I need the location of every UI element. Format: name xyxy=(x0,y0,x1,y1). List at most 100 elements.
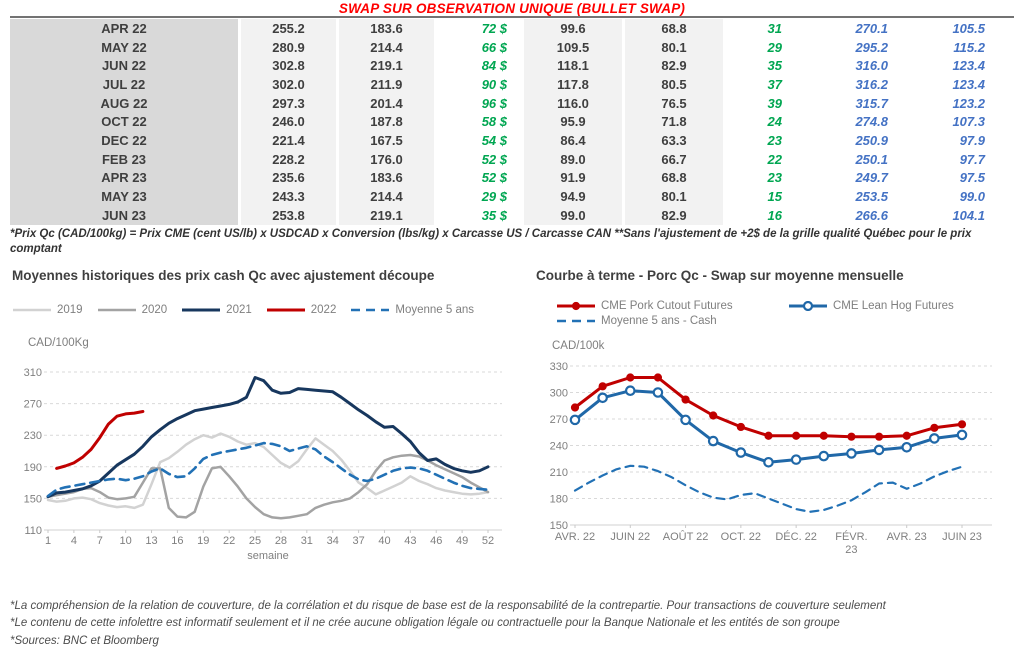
svg-text:AVR. 22: AVR. 22 xyxy=(555,531,595,543)
value-cell: 201.4 xyxy=(339,93,434,113)
table-footnote: *Prix Qc (CAD/100kg) = Prix CME (cent US… xyxy=(10,228,972,255)
value-cell: 274.8 xyxy=(855,114,888,130)
svg-text:49: 49 xyxy=(456,535,468,547)
value-cell: 167.5 xyxy=(339,131,434,150)
value-cell: 228.2 xyxy=(241,149,336,169)
svg-text:AOÛT 22: AOÛT 22 xyxy=(663,530,709,543)
value-cell: 76.5 xyxy=(625,93,723,113)
legend-item: 2020 xyxy=(97,304,168,316)
value-cell: 266.6 xyxy=(855,207,888,223)
value-cell: 316.0 xyxy=(855,58,888,74)
value-cell: 22 xyxy=(767,151,782,167)
value-cell: 94.9 xyxy=(524,187,622,206)
value-cell: 123.2 xyxy=(952,95,985,111)
value-cell: 15 xyxy=(767,189,782,205)
value-cell: 80.1 xyxy=(625,37,723,57)
svg-text:10: 10 xyxy=(120,535,132,547)
historical-weekly-prices-chart: 110 150 190 230 270 310 1 4 7 10 13 16 19 22 25 28 31 34 3… xyxy=(24,367,502,562)
legend-item: Moyenne 5 ans - Cash xyxy=(556,315,717,327)
value-cell: 211.9 xyxy=(339,75,434,94)
value-cell: 68.8 xyxy=(625,19,723,38)
svg-text:19: 19 xyxy=(197,535,209,547)
value-cell: 280.9 xyxy=(241,37,336,57)
value-cell: 214.4 xyxy=(339,187,434,206)
legend-swatch xyxy=(266,308,305,312)
svg-text:25: 25 xyxy=(249,535,261,547)
value-cell: 91.9 xyxy=(524,168,622,188)
month-cell: OCT 22 xyxy=(10,112,238,132)
right-chart-title: Courbe à terme - Porc Qc - Swap sur moye… xyxy=(536,268,904,283)
value-cell: 97.7 xyxy=(959,151,985,167)
value-cell: 250.9 xyxy=(855,132,888,148)
value-cell: 29 xyxy=(767,39,782,55)
value-cell: 66 $ xyxy=(481,39,507,55)
value-cell: 99.6 xyxy=(524,19,622,38)
value-cell: 90 $ xyxy=(481,76,507,92)
svg-text:46: 46 xyxy=(430,535,442,547)
month-cell: MAY 22 xyxy=(10,37,238,57)
value-cell: 80.5 xyxy=(625,75,723,94)
month-cell: JUL 22 xyxy=(10,75,238,94)
left-chart-legend: 2019 2020 2021 2022 Moyenne 5 ans xyxy=(10,304,490,316)
legend-swatch xyxy=(97,308,136,312)
month-cell: FEB 23 xyxy=(10,149,238,169)
value-cell: 116.0 xyxy=(524,93,622,113)
svg-text:semaine: semaine xyxy=(247,550,289,562)
value-cell: 23 xyxy=(767,170,782,186)
value-cell: 123.4 xyxy=(952,58,985,74)
value-cell: 221.4 xyxy=(241,131,336,150)
value-cell: 95.9 xyxy=(524,112,622,132)
value-cell: 214.4 xyxy=(339,37,434,57)
value-cell: 243.3 xyxy=(241,187,336,206)
value-cell: 31 xyxy=(767,20,782,36)
svg-text:150: 150 xyxy=(24,493,42,505)
svg-text:AVR. 23: AVR. 23 xyxy=(887,531,927,543)
value-cell: 183.6 xyxy=(339,168,434,188)
value-cell: 250.1 xyxy=(855,151,888,167)
svg-text:JUIN 23: JUIN 23 xyxy=(942,531,982,543)
disclaimer-line: *La compréhension de la relation de couv… xyxy=(10,600,886,612)
value-cell: 249.7 xyxy=(855,170,888,186)
sources-line: *Sources: BNC et Bloomberg xyxy=(10,634,159,647)
value-cell: 219.1 xyxy=(339,56,434,76)
value-cell: 58 $ xyxy=(481,114,507,130)
legend-item: Moyenne 5 ans xyxy=(350,304,474,316)
month-cell: DEC 22 xyxy=(10,131,238,150)
value-cell: 176.0 xyxy=(339,149,434,169)
value-cell: 115.2 xyxy=(953,39,985,55)
legend-label: CME Lean Hog Futures xyxy=(833,300,954,312)
legend-item: 2022 xyxy=(266,304,336,316)
value-cell: 105.5 xyxy=(952,20,985,36)
value-cell: 84 $ xyxy=(481,58,507,74)
value-cell: 82.9 xyxy=(625,205,723,225)
legend-swatch xyxy=(557,319,595,323)
month-cell: APR 22 xyxy=(10,19,238,38)
svg-text:37: 37 xyxy=(352,535,364,547)
right-chart-y-axis-label: CAD/100k xyxy=(552,340,605,352)
value-cell: 66.7 xyxy=(625,149,723,169)
value-cell: 54 $ xyxy=(481,132,507,148)
svg-text:16: 16 xyxy=(171,535,183,547)
value-cell: 117.8 xyxy=(524,75,622,94)
value-cell: 35 $ xyxy=(481,207,507,223)
value-cell: 253.8 xyxy=(241,205,336,225)
svg-text:230: 230 xyxy=(24,430,42,442)
value-cell: 302.0 xyxy=(241,75,336,94)
value-cell: 104.1 xyxy=(952,207,985,223)
left-chart-title: Moyennes historiques des prix cash Qc av… xyxy=(12,268,435,283)
value-cell: 63.3 xyxy=(625,131,723,150)
svg-text:1: 1 xyxy=(45,535,51,547)
value-cell: 97.9 xyxy=(959,132,985,148)
value-cell: 23 xyxy=(767,132,782,148)
svg-text:7: 7 xyxy=(97,535,103,547)
legend-label: 2020 xyxy=(141,304,168,316)
value-cell: 109.5 xyxy=(524,37,622,57)
value-cell: 39 xyxy=(767,95,782,111)
legend-item: CME Pork Cutout Futures xyxy=(556,300,788,312)
value-cell: 219.1 xyxy=(339,205,434,225)
legend-label: Moyenne 5 ans xyxy=(395,304,474,316)
month-cell: MAY 23 xyxy=(10,187,238,206)
legend-label: 2021 xyxy=(226,304,252,316)
value-cell: 302.8 xyxy=(241,56,336,76)
left-chart-y-axis-label: CAD/100Kg xyxy=(28,337,89,349)
